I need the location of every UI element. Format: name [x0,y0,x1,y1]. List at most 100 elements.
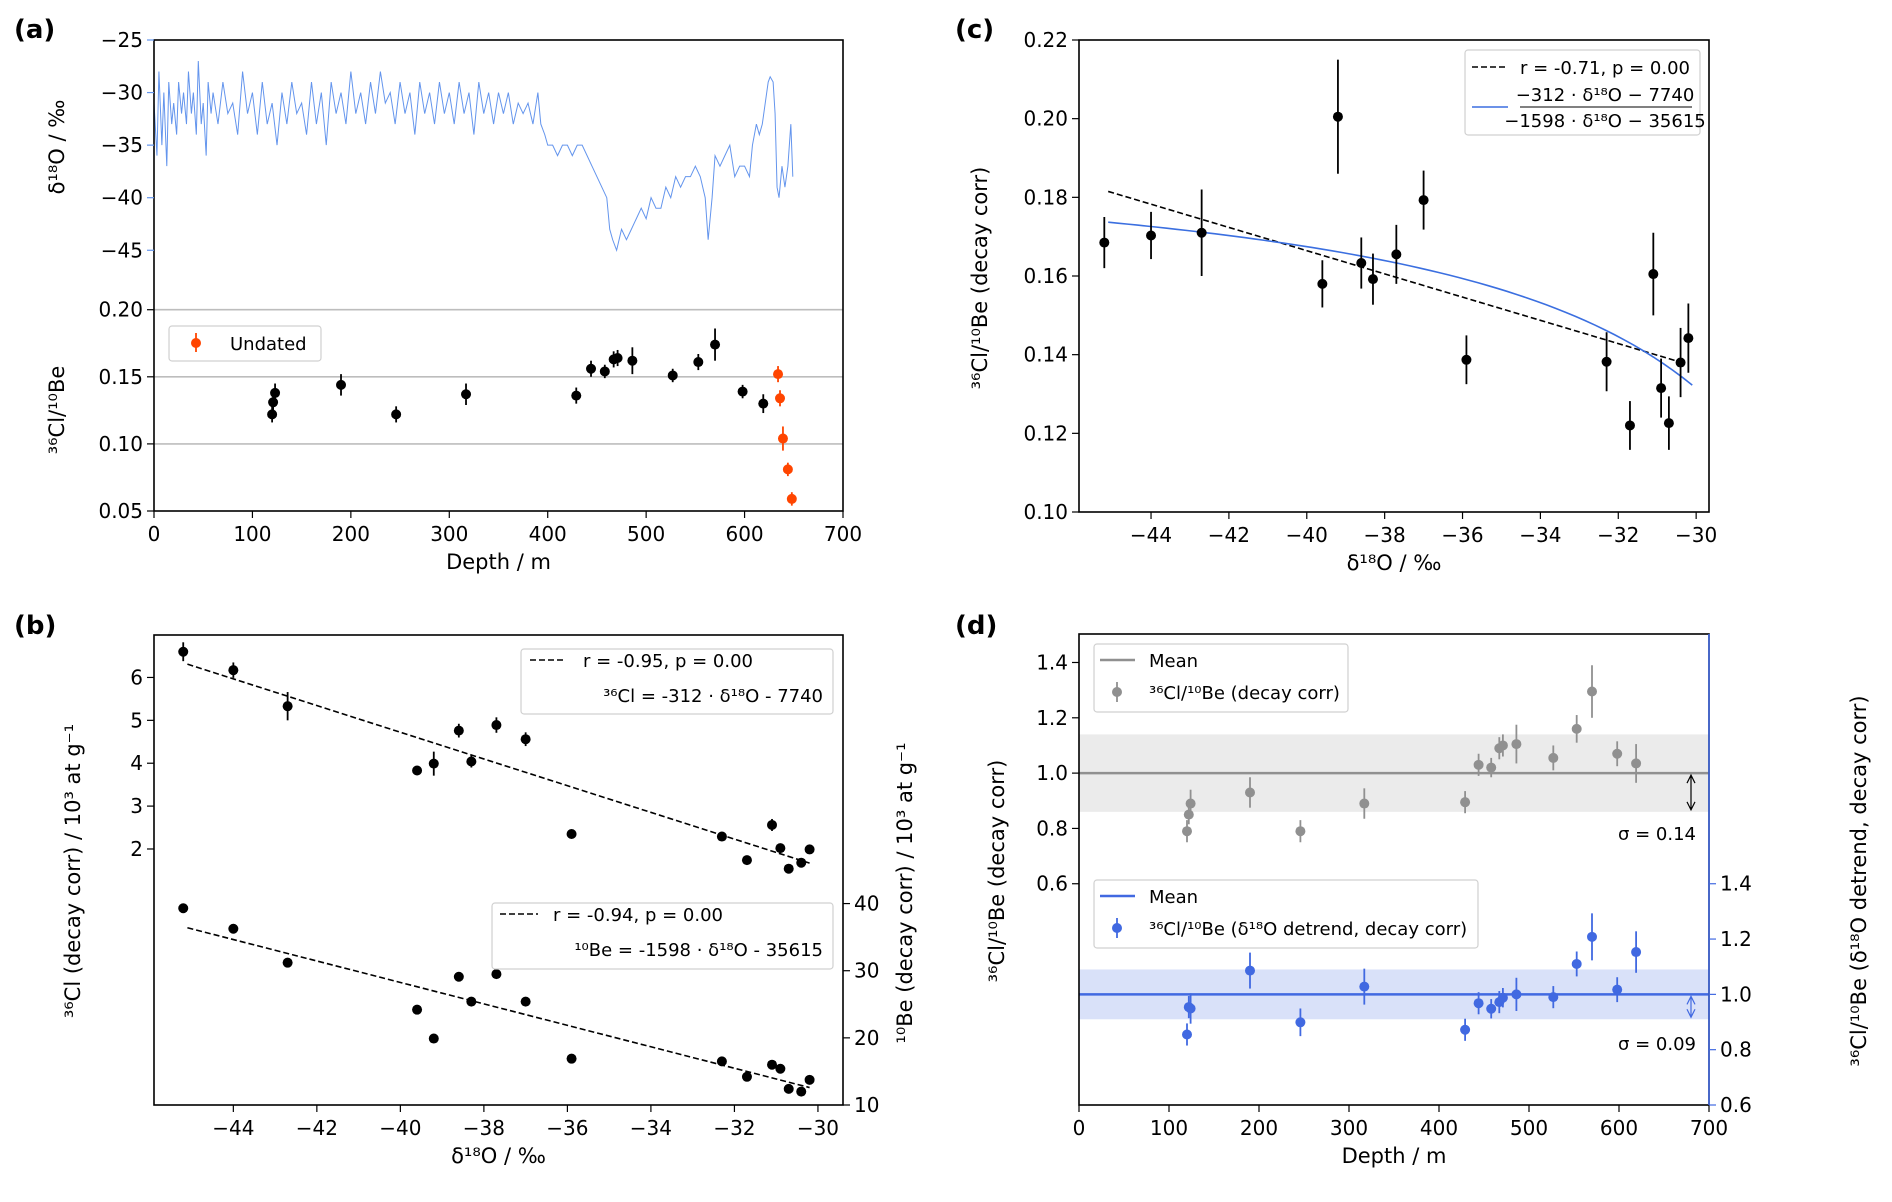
dated-point [627,355,638,366]
cl36-point [520,734,531,745]
be10-point [412,1004,423,1015]
be10-point [767,1059,778,1070]
cl36-point [178,646,189,657]
y-tick-label: 0.14 [1023,343,1068,367]
gray-point [1612,748,1623,759]
blue-point [1548,992,1559,1003]
cl36-point [716,831,727,842]
x-tick-label: −40 [379,1116,421,1140]
legend-d-blue [1093,879,1479,949]
legend-text: r = -0.95, p = 0.00 [583,651,753,672]
undated-point [786,493,797,504]
dated-point [693,357,704,368]
legend-d-gray [1093,643,1349,713]
sigma-label-gray: σ = 0.14 [1618,824,1696,845]
dated-point [586,363,597,374]
dated-point [391,409,402,420]
axes-frame-b [153,634,844,1106]
x-tick-label: −32 [713,1116,755,1140]
y-tick-label: 1.0 [1720,982,1752,1006]
x-tick-label: 200 [332,522,370,546]
data-point [1332,111,1343,122]
cl36-point [775,843,786,854]
x-tick-label: 0 [148,522,161,546]
legend-c [1464,49,1701,136]
be10-point [428,1033,439,1044]
x-tick-label: −40 [1286,523,1328,547]
y-tick-label: 10 [854,1093,879,1117]
blue-point [1571,958,1582,969]
be10-fit-line [187,926,810,1089]
x-tick-label: 700 [824,522,862,546]
data-point [1317,278,1328,289]
cl36-point [412,765,423,776]
y-tick-label: 2 [130,837,143,861]
data-point [1367,274,1378,285]
dated-point [571,390,582,401]
be10-point [228,923,239,934]
axes-frame-a [153,39,844,512]
x-tick-label: −34 [630,1116,672,1140]
gray-point [1185,798,1196,809]
x-tick-label: −30 [1675,523,1717,547]
y-tick-label: 3 [130,794,143,818]
blue-point [1185,1003,1196,1014]
data-point [1675,357,1686,368]
cl36-point [767,819,778,830]
y-axis-label: ³⁶Cl/¹⁰Be (decay corr) [968,167,992,390]
x-tick-label: −32 [1597,523,1639,547]
y-tick-label: 0.8 [1720,1038,1752,1062]
data-point [1648,269,1659,280]
be10-point [716,1056,727,1067]
y-tick-label: 0.8 [1036,816,1068,840]
x-tick-label: −44 [1130,523,1172,547]
be10-axis-label: ¹⁰Be (decay corr) / 10³ at g⁻¹ [893,742,917,1043]
gray-point [1497,740,1508,751]
x-tick-label: −38 [463,1116,505,1140]
y-tick-label: 0.10 [1023,500,1068,524]
gray-point [1182,826,1192,837]
cl36-fit-line [187,663,810,864]
gray-point [1571,723,1582,734]
legend-marker-blue [1112,923,1122,933]
blue-point [1359,981,1370,992]
data-point [1601,356,1612,367]
be10-point [741,1071,752,1082]
y-tick-label: −40 [101,186,143,210]
data-point [1356,258,1367,269]
x-tick-label: 400 [529,522,567,546]
x-tick-label: 100 [233,522,271,546]
be10-point [282,957,293,968]
cl36-point [466,756,477,767]
data-point [1418,195,1429,206]
blue-point [1486,1003,1497,1014]
blue-point [1460,1024,1471,1035]
undated-point [777,433,788,444]
x-tick-label: −42 [1208,523,1250,547]
y-tick-label: 0.20 [98,298,143,322]
y-tick-label: 0.22 [1023,28,1068,52]
y-tick-label: 0.15 [98,365,143,389]
data-point [1663,418,1674,429]
y-tick-label: 0.20 [1023,107,1068,131]
gray-point [1587,686,1597,697]
cl36-point [228,665,239,676]
sigma-arrow-blue [1686,995,1696,1019]
panel-label-d: (d) [955,611,997,641]
be10-point [178,903,189,914]
y-tick-label: −35 [101,133,143,157]
sigma-label-blue: σ = 0.09 [1618,1034,1696,1055]
y-tick-label: 0.6 [1720,1093,1752,1117]
dated-point [268,397,279,408]
data-point [1146,230,1157,241]
dated-point [612,353,623,364]
legend-marker-undated [191,338,201,348]
legend-text: ³⁶Cl/¹⁰Be (decay corr) [1149,683,1340,704]
be10-point [566,1053,577,1064]
gray-point [1295,826,1306,837]
cl36-point [566,828,577,839]
y-tick-label: 4 [130,751,143,775]
be10-point [796,1086,807,1097]
dated-point [737,386,748,397]
cl36-point [783,863,794,874]
